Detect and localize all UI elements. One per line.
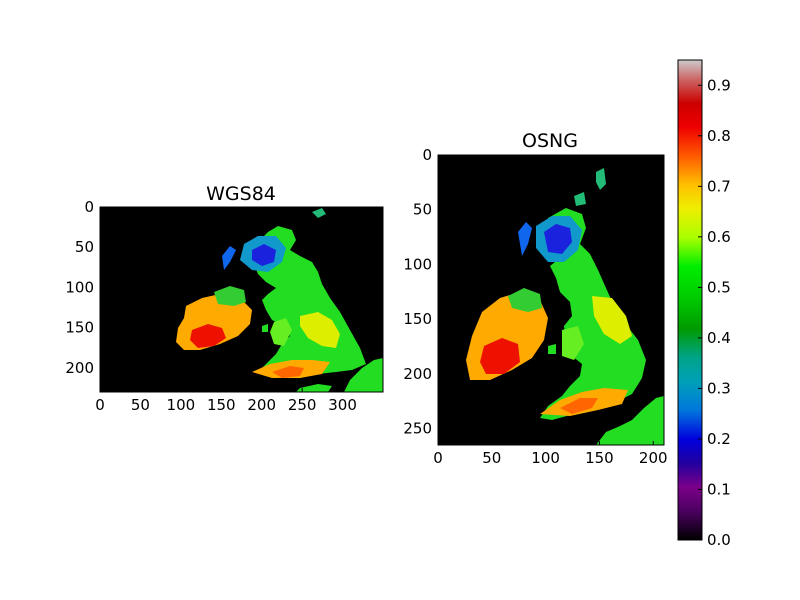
- wgs84-hebrides: [222, 246, 236, 270]
- wgs84-xtick-label: 50: [131, 396, 150, 414]
- osng-xtick-label: 150: [585, 449, 614, 467]
- wgs84-isle-of-man: [262, 324, 268, 332]
- wgs84-ytick-label: 0: [84, 198, 94, 216]
- osng-title: OSNG: [522, 130, 578, 152]
- osng-scotland-highlands-core: [544, 224, 572, 254]
- osng-panel: OSNG 0 50 100 150 200 0 50 100 150 200 250: [403, 130, 667, 467]
- wgs84-xtick-label: 300: [328, 396, 357, 414]
- colorbar-tick-label: 0.0: [707, 531, 731, 549]
- osng-xtick-label: 50: [482, 449, 501, 467]
- wgs84-ytick-label: 100: [65, 278, 94, 296]
- wgs84-england-yellow: [300, 312, 340, 348]
- wgs84-france: [344, 358, 383, 392]
- wgs84-xtick-label: 100: [167, 396, 196, 414]
- wgs84-xtick-label: 150: [207, 396, 236, 414]
- colorbar-tick-label: 0.2: [707, 430, 731, 448]
- osng-xtick-label: 100: [531, 449, 560, 467]
- osng-xtick-label: 200: [639, 449, 668, 467]
- osng-orkney: [574, 192, 586, 206]
- colorbar-ticks: 0.0 0.1 0.2 0.3 0.4 0.5 0.6 0.7 0.8 0.9: [698, 76, 731, 549]
- osng-france: [596, 396, 664, 445]
- colorbar-gradient: [677, 59, 703, 541]
- wgs84-ytick-label: 150: [65, 319, 94, 337]
- colorbar-tick-label: 0.4: [707, 329, 731, 347]
- osng-axes-frame: [437, 154, 665, 446]
- osng-image-background: [438, 155, 664, 445]
- osng-ytick-label: 0: [422, 146, 432, 164]
- colorbar-tick-label: 0.9: [707, 76, 731, 94]
- osng-ticks: 0 50 100 150 200 0 50 100 150 200 250: [403, 146, 667, 467]
- colorbar-tick-label: 0.8: [707, 127, 731, 145]
- osng-wales: [562, 326, 584, 360]
- osng-shetland: [596, 168, 606, 190]
- osng-ytick-label: 150: [403, 310, 432, 328]
- osng-ytick-label: 50: [413, 201, 432, 219]
- osng-great-britain: [540, 208, 646, 420]
- wgs84-xtick-label: 250: [288, 396, 317, 414]
- colorbar-tick-label: 0.5: [707, 278, 731, 296]
- osng-xtick-label: 0: [433, 449, 443, 467]
- wgs84-orkney: [312, 208, 326, 218]
- wgs84-axes-frame: [99, 206, 384, 393]
- wgs84-xtick-label: 0: [95, 396, 105, 414]
- osng-map: [466, 168, 664, 445]
- wgs84-title: WGS84: [206, 183, 276, 205]
- osng-northern-ireland: [508, 288, 542, 312]
- osng-ireland-red: [480, 338, 520, 374]
- colorbar-tick-label: 0.1: [707, 480, 731, 498]
- wgs84-ytick-label: 50: [75, 238, 94, 256]
- colorbar-tick-label: 0.7: [707, 177, 731, 195]
- colorbar-tick-label: 0.6: [707, 228, 731, 246]
- osng-ytick-label: 200: [403, 365, 432, 383]
- wgs84-panel: WGS84 0 50 100 150 200 250 300 0 50 100 150 200: [65, 183, 384, 414]
- osng-ytick-label: 250: [403, 420, 432, 438]
- wgs84-ireland-red: [190, 324, 226, 348]
- wgs84-ytick-label: 200: [65, 359, 94, 377]
- wgs84-scotland-highlands-core: [252, 244, 276, 266]
- wgs84-northern-ireland: [214, 286, 246, 306]
- colorbar-tick-label: 0.3: [707, 379, 731, 397]
- osng-south-england-orange: [560, 398, 598, 414]
- wgs84-france-north: [296, 384, 332, 392]
- wgs84-xtick-label: 200: [247, 396, 276, 414]
- osng-england-yellow: [592, 296, 632, 344]
- wgs84-ticks: 0 50 100 150 200 250 300 0 50 100 150 200: [65, 198, 357, 414]
- wgs84-map: [176, 208, 383, 392]
- osng-isle-of-man: [548, 344, 556, 354]
- wgs84-south-england-orange: [272, 366, 304, 378]
- osng-hebrides: [518, 222, 532, 256]
- colorbar: 0.0 0.1 0.2 0.3 0.4 0.5 0.6 0.7 0.8 0.9: [677, 59, 731, 549]
- osng-ytick-label: 100: [403, 255, 432, 273]
- wgs84-wales: [270, 318, 292, 346]
